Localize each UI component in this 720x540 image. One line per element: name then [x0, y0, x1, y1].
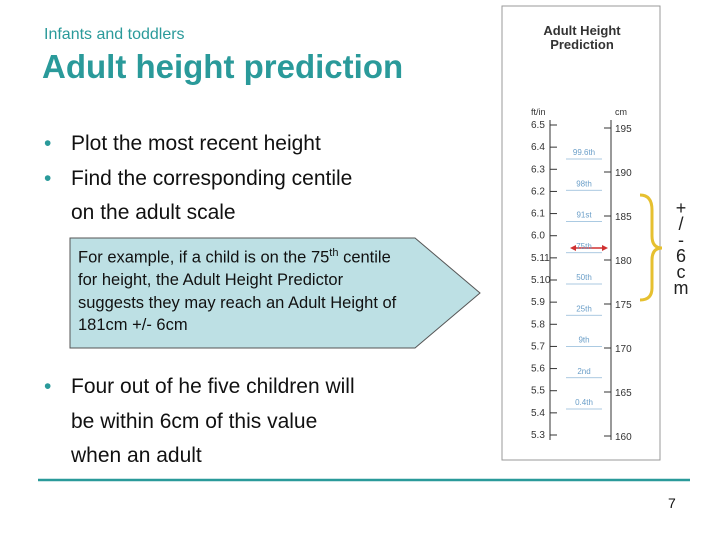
page-number: 7 [668, 495, 676, 511]
ft-label: 5.11 [531, 253, 550, 264]
cm-label: 185 [615, 212, 632, 223]
cm-label: 175 [615, 300, 632, 311]
centile-label: 99.6th [573, 148, 595, 157]
bullet-text: Plot the most recent height [71, 132, 321, 155]
cm-label: 180 [615, 256, 632, 267]
ft-label: 5.8 [531, 319, 545, 330]
ft-label: 6.2 [531, 186, 545, 197]
chart-panel [501, 5, 661, 461]
cm-label: 170 [615, 344, 632, 355]
ft-label: 5.5 [531, 386, 545, 397]
centile-label: 75th [576, 242, 592, 251]
panel-title: Adult Height [543, 23, 621, 38]
bullet: • Four out of he five children will [44, 370, 355, 405]
ft-label: 5.9 [531, 297, 545, 308]
bullet-text: Find the corresponding centile [71, 166, 353, 190]
centile-label: 25th [576, 304, 592, 313]
arrow-head [570, 245, 576, 251]
cm-label: 195 [615, 124, 632, 135]
ft-label: 6.1 [531, 209, 545, 220]
callout-text-part: centile for height, the Adult Height Pre… [78, 248, 397, 335]
cm-label: 160 [615, 432, 632, 443]
ft-label: 5.3 [531, 430, 545, 441]
bullet-marker: • [44, 166, 52, 190]
superscript: th [329, 247, 339, 259]
callout-shape [69, 237, 481, 349]
callout-text-part: For example, if a child is on the 75 [78, 248, 330, 267]
centile-label: 98th [576, 179, 592, 188]
centile-label: 91st [576, 211, 592, 220]
unit-label: cm [615, 107, 627, 117]
callout: For example, if a child is on the 75th c… [78, 242, 408, 337]
subtitle: Infants and toddlers [44, 26, 185, 43]
ft-label: 6.5 [531, 120, 545, 131]
bullet-list: • Four out of he five children will be wi… [44, 370, 355, 474]
centile-label: 9th [578, 336, 589, 345]
bullet-text: Four out of he five children will [71, 375, 355, 398]
bullet-text: be within 6cm of this value [71, 409, 318, 433]
height-scale: Adult Height Prediction ft/in cm 6.5 6.4 6… [531, 23, 632, 443]
ft-label: 6.4 [531, 142, 545, 153]
bullet-marker: • [44, 375, 52, 398]
bullet-text: on the adult scale [71, 201, 236, 224]
ft-label: 6.3 [531, 164, 545, 175]
bullet: • Plot the most recent height [44, 127, 352, 162]
range-bracket [639, 193, 663, 302]
callout-text: For example, if a child is on the 75th c… [78, 242, 408, 337]
centile-label: 0.4th [575, 398, 593, 407]
cm-label: 190 [615, 168, 632, 179]
bullet: • Find the corresponding centile [44, 162, 353, 197]
cm-label: 165 [615, 388, 632, 399]
ft-label: 6.0 [531, 231, 545, 242]
centile-label: 2nd [577, 367, 590, 376]
centile-label: 50th [576, 273, 592, 282]
title: Adult height prediction [42, 48, 404, 85]
unit-label: ft/in [531, 107, 546, 117]
bullet-list: • Plot the most recent height • Find the c… [44, 127, 353, 231]
ft-label: 5.7 [531, 341, 545, 352]
bullet-text: when an adult [71, 444, 202, 467]
ft-label: 5.6 [531, 364, 545, 375]
range-note: +/-6cm [671, 198, 691, 294]
ft-label: 5.10 [531, 275, 551, 286]
panel-title: Prediction [550, 37, 614, 52]
arrow-head [602, 245, 608, 251]
ft-label: 5.4 [531, 408, 545, 419]
bullet-marker: • [44, 132, 52, 155]
